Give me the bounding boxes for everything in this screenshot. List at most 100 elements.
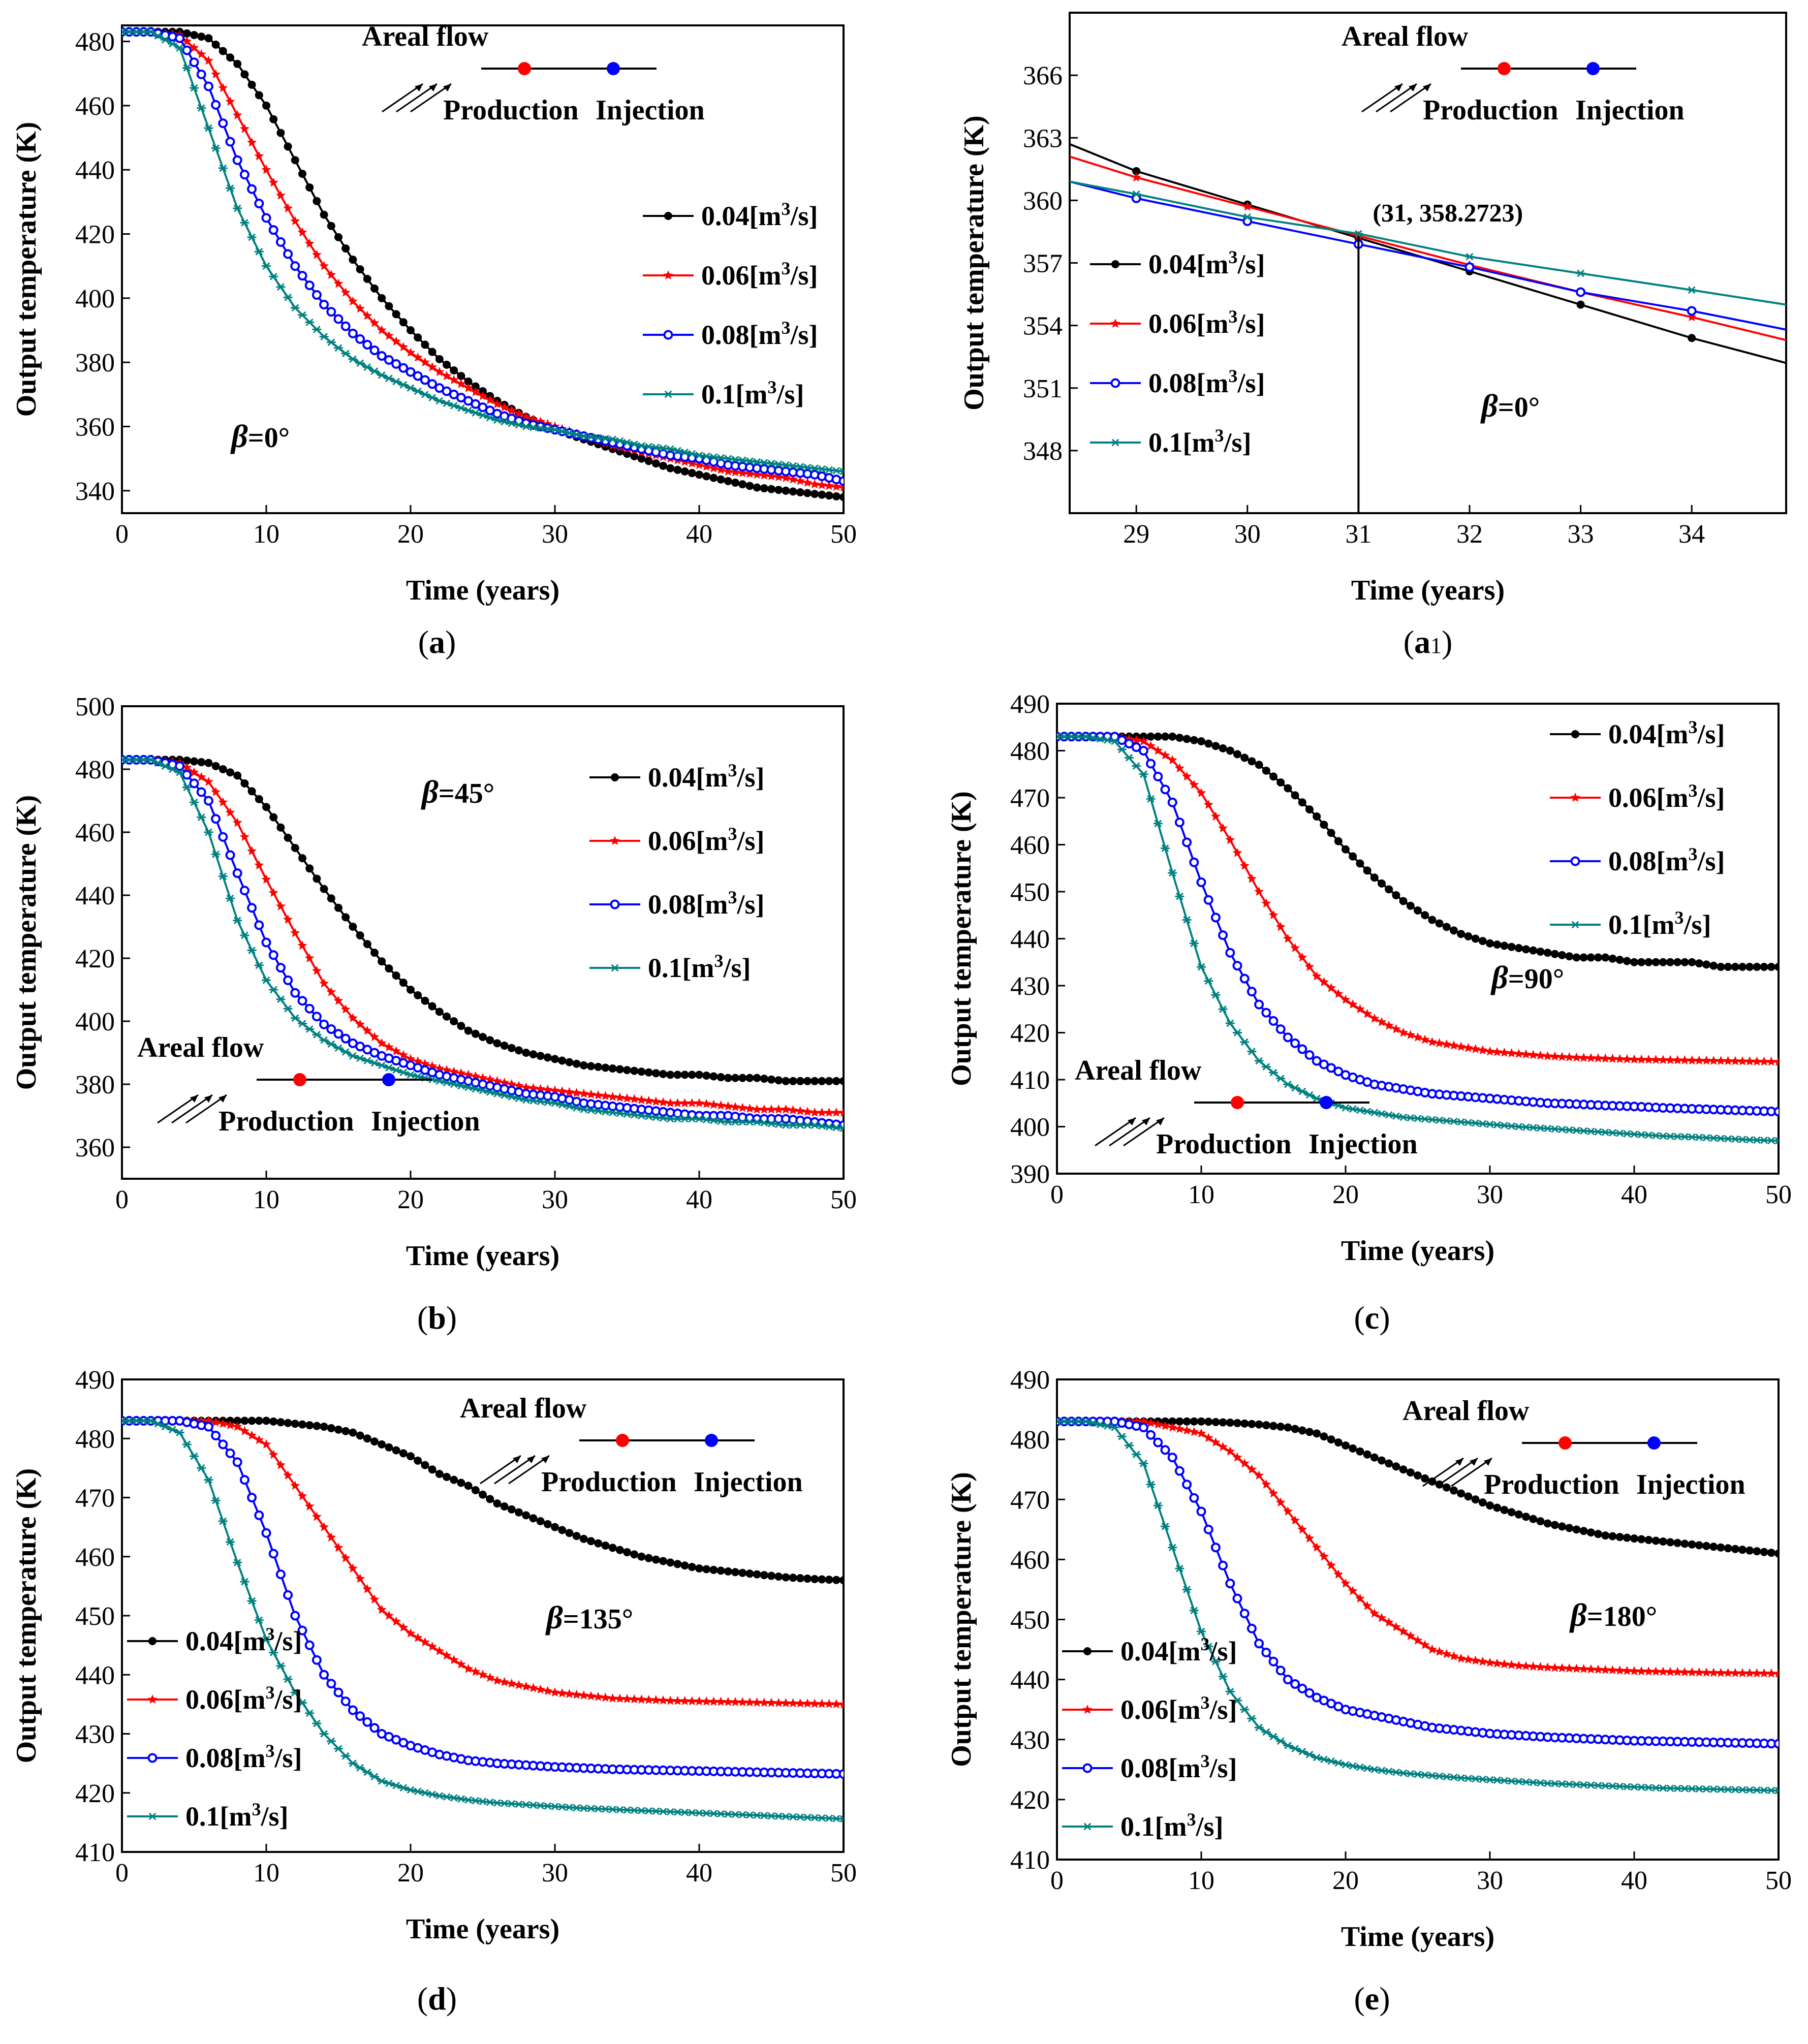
data-point	[414, 333, 422, 342]
data-point	[644, 1095, 654, 1105]
data-point	[1232, 1452, 1242, 1462]
data-point	[1543, 1519, 1552, 1528]
data-point	[593, 1691, 603, 1701]
data-point	[370, 284, 379, 293]
data-point	[1210, 913, 1221, 923]
data-point	[1218, 1441, 1228, 1451]
data-point	[1175, 892, 1184, 900]
data-point	[421, 996, 429, 1005]
data-point	[1529, 946, 1538, 955]
data-point	[528, 423, 538, 431]
data-point	[1239, 1458, 1250, 1468]
data-point	[637, 454, 646, 463]
data-point	[1629, 1054, 1639, 1064]
data-point	[644, 457, 653, 465]
data-point	[1268, 910, 1279, 920]
data-point	[1348, 1105, 1358, 1113]
data-point	[817, 1122, 827, 1130]
data-point	[485, 414, 495, 422]
data-point	[450, 1475, 458, 1484]
data-point	[291, 1420, 299, 1428]
data-point	[716, 454, 726, 462]
data-point	[1242, 216, 1253, 226]
data-point	[1760, 963, 1768, 971]
data-point	[269, 1649, 278, 1657]
data-point	[398, 381, 408, 389]
x-tick-label: 30	[542, 1859, 568, 1888]
data-point	[658, 1097, 668, 1107]
series-group	[1057, 731, 1779, 1145]
data-point	[457, 1479, 465, 1487]
data-point	[1385, 885, 1393, 894]
data-point	[283, 203, 293, 213]
data-point	[1189, 779, 1199, 789]
data-point	[1218, 1005, 1228, 1013]
x-tick-label: 20	[397, 520, 424, 549]
data-point	[767, 1120, 776, 1127]
production-label: Production	[1484, 1469, 1619, 1500]
y-tick-label: 348	[1023, 437, 1063, 466]
data-point	[1738, 1546, 1747, 1554]
data-point	[831, 466, 841, 475]
data-point	[211, 814, 221, 824]
data-point	[218, 118, 228, 129]
data-point	[334, 903, 342, 912]
data-point	[320, 885, 328, 893]
data-point	[275, 237, 286, 247]
data-point	[572, 1104, 581, 1112]
data-point	[1333, 1759, 1343, 1767]
data-point	[1218, 930, 1228, 940]
data-point	[442, 1650, 452, 1660]
data-point	[1239, 1609, 1250, 1619]
y-tick-label: 460	[75, 819, 115, 847]
data-point	[254, 1435, 264, 1444]
beta-label: β=135°	[545, 1599, 633, 1636]
data-point	[370, 949, 379, 957]
y-tick-label: 450	[75, 1602, 115, 1631]
data-point	[1197, 1627, 1206, 1636]
data-point	[709, 474, 718, 482]
x-tick-label: 40	[686, 1859, 712, 1888]
data-point	[702, 472, 711, 481]
data-point	[738, 1568, 747, 1577]
data-point	[838, 482, 844, 492]
data-point	[802, 1698, 813, 1708]
data-point	[341, 350, 351, 358]
data-point	[608, 1091, 618, 1101]
data-point	[435, 1008, 444, 1016]
data-point	[1341, 1104, 1350, 1112]
y-tick-label: 410	[1010, 1066, 1050, 1095]
data-point	[1607, 1665, 1617, 1675]
data-point	[1702, 1542, 1710, 1550]
data-point	[1651, 1054, 1661, 1064]
data-point	[369, 1723, 380, 1733]
flow-arrow-head	[429, 84, 437, 91]
data-point	[355, 1054, 365, 1062]
data-point	[688, 1563, 696, 1571]
data-point	[326, 1679, 336, 1689]
y-tick-label: 420	[75, 945, 115, 973]
data-point	[363, 940, 371, 949]
data-point	[1233, 1029, 1242, 1036]
data-point	[1753, 963, 1761, 971]
data-point	[1673, 958, 1682, 966]
data-point	[760, 1571, 768, 1580]
data-point	[1275, 922, 1286, 931]
data-point	[615, 1546, 624, 1554]
data-point	[1189, 857, 1199, 867]
data-point	[369, 345, 380, 355]
data-point	[385, 302, 393, 310]
data-point	[838, 1699, 844, 1709]
data-point	[579, 1690, 589, 1700]
data-point	[1384, 1767, 1394, 1775]
legend-marker	[610, 899, 620, 909]
data-point	[1146, 741, 1156, 750]
data-point	[529, 1514, 538, 1523]
data-point	[1492, 1658, 1502, 1668]
data-point	[1672, 1666, 1682, 1676]
data-point	[211, 851, 221, 858]
data-point	[1312, 1094, 1322, 1103]
data-point	[421, 340, 429, 349]
flow-arrow	[185, 1094, 227, 1124]
